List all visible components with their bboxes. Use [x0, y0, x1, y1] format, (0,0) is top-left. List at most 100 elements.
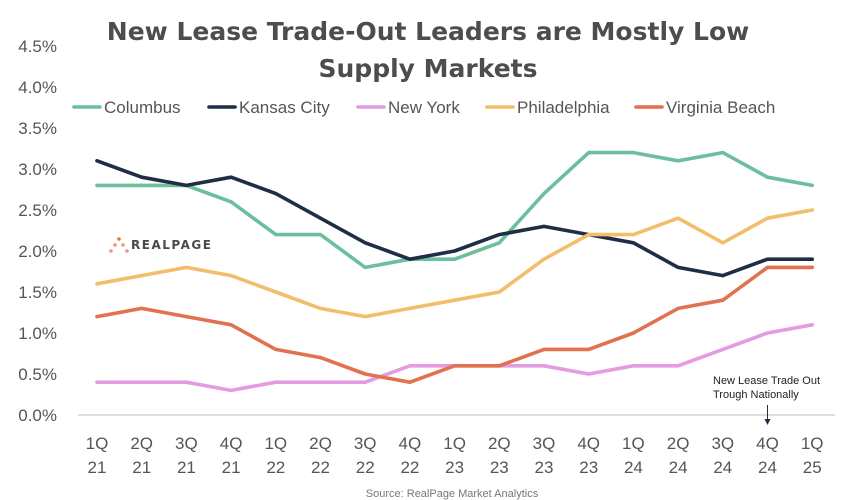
data-point-philadelphia	[318, 306, 323, 310]
x-tick-label-year: 22	[266, 458, 285, 477]
data-point-philadelphia	[408, 306, 412, 310]
x-tick-label-quarter: 4Q	[577, 434, 600, 453]
data-point-kansas-city	[140, 175, 144, 179]
annotation-text: New Lease Trade Out	[713, 375, 820, 387]
data-point-new-york	[229, 388, 233, 392]
chart-title: New Lease Trade-Out Leaders are Mostly L…	[107, 17, 749, 83]
data-point-columbus	[363, 265, 367, 269]
x-tick-label-year: 24	[669, 458, 688, 477]
y-tick-label: 1.0%	[18, 324, 57, 343]
x-tick-label-year: 22	[356, 458, 375, 477]
data-point-columbus	[95, 183, 99, 187]
data-point-new-york	[587, 372, 591, 376]
y-tick-label: 3.0%	[18, 160, 57, 179]
legend-label: Columbus	[104, 98, 181, 117]
data-point-columbus	[631, 151, 636, 155]
data-point-virginia-beach	[542, 347, 546, 351]
x-tick-label-year: 24	[713, 458, 732, 477]
y-tick-label: 1.5%	[18, 283, 57, 302]
x-tick-label-year: 21	[88, 458, 107, 477]
y-tick-label: 3.5%	[18, 119, 57, 138]
x-tick-label-quarter: 3Q	[354, 434, 377, 453]
data-point-new-york	[140, 380, 144, 384]
data-point-philadelphia	[140, 274, 144, 278]
x-tick-label-year: 21	[222, 458, 241, 477]
y-tick-label: 4.5%	[18, 37, 57, 56]
x-tick-label-quarter: 1Q	[264, 434, 287, 453]
data-point-kansas-city	[184, 183, 188, 187]
logo-dot	[109, 249, 113, 253]
data-point-columbus	[229, 200, 233, 204]
data-point-philadelphia	[676, 216, 680, 220]
data-point-virginia-beach	[721, 298, 725, 302]
data-point-kansas-city	[453, 249, 457, 253]
x-tick-label-quarter: 3Q	[175, 434, 198, 453]
y-tick-label: 4.0%	[18, 78, 57, 97]
data-point-kansas-city	[631, 241, 636, 245]
data-point-philadelphia	[363, 315, 367, 319]
data-point-virginia-beach	[676, 306, 680, 310]
data-point-new-york	[542, 364, 546, 368]
data-point-new-york	[363, 380, 367, 384]
legend-label: Kansas City	[239, 98, 330, 117]
logo-dot	[125, 249, 129, 253]
x-tick-label-quarter: 4Q	[220, 434, 243, 453]
x-tick-label-quarter: 2Q	[309, 434, 332, 453]
data-point-philadelphia	[229, 274, 233, 278]
data-point-kansas-city	[497, 233, 501, 237]
logo-dot	[121, 243, 125, 247]
x-tick-label-year: 23	[579, 458, 598, 477]
x-tick-label-quarter: 4Q	[756, 434, 779, 453]
data-point-philadelphia	[95, 282, 99, 286]
data-point-new-york	[318, 380, 323, 384]
data-point-new-york	[676, 364, 680, 368]
data-point-columbus	[453, 257, 457, 261]
legend-item-kansas-city: Kansas City	[207, 98, 330, 117]
data-point-virginia-beach	[184, 315, 188, 319]
data-point-new-york	[274, 380, 278, 384]
y-axis: 0.0% 0.5% 1.0% 1.5% 2.0% 2.5% 3.0% 3.5% 4.0% 4.5%	[18, 37, 57, 425]
data-point-columbus	[587, 151, 591, 155]
data-point-columbus	[140, 183, 144, 187]
data-point-columbus	[765, 175, 770, 179]
x-tick-label-quarter: 4Q	[399, 434, 422, 453]
trough-annotation: New Lease Trade Out Trough Nationally	[713, 375, 820, 425]
x-tick-label-quarter: 2Q	[667, 434, 690, 453]
legend-label: Virginia Beach	[666, 98, 775, 117]
y-tick-label: 0.5%	[18, 365, 57, 384]
x-tick-label-year: 21	[132, 458, 151, 477]
data-point-virginia-beach	[318, 356, 323, 360]
x-axis: 1Q 21 2Q 21 3Q 21 4Q 21 1Q 22 2Q 22 3Q 22 4Q 22 1Q 23 2Q 23…	[78, 414, 835, 477]
data-point-columbus	[542, 192, 546, 196]
data-point-kansas-city	[274, 192, 278, 196]
x-tick-label-quarter: 1Q	[801, 434, 824, 453]
data-point-kansas-city	[676, 265, 680, 269]
data-point-philadelphia	[542, 257, 546, 261]
x-tick-label-quarter: 3Q	[533, 434, 556, 453]
data-point-philadelphia	[810, 208, 814, 212]
x-tick-label-year: 24	[758, 458, 777, 477]
logo-wordmark: REALPAGE	[131, 238, 212, 252]
y-tick-label: 2.5%	[18, 201, 57, 220]
data-point-philadelphia	[765, 216, 770, 220]
data-point-virginia-beach	[363, 372, 367, 376]
legend-label: Philadelphia	[517, 98, 610, 117]
legend-label: New York	[388, 98, 460, 117]
data-point-virginia-beach	[497, 364, 501, 368]
data-point-virginia-beach	[453, 364, 457, 368]
y-tick-label: 0.0%	[18, 406, 57, 425]
data-point-philadelphia	[587, 233, 591, 237]
annotation-arrow-head	[764, 419, 771, 425]
data-point-kansas-city	[408, 257, 412, 261]
data-point-virginia-beach	[408, 380, 412, 384]
x-tick-label-year: 22	[400, 458, 419, 477]
x-tick-label-quarter: 1Q	[86, 434, 109, 453]
y-tick-label: 2.0%	[18, 242, 57, 261]
data-point-columbus	[318, 233, 323, 237]
data-point-new-york	[408, 364, 412, 368]
data-point-new-york	[95, 380, 99, 384]
data-point-virginia-beach	[229, 323, 233, 327]
data-point-kansas-city	[810, 257, 814, 261]
data-point-kansas-city	[318, 216, 323, 220]
data-point-philadelphia	[274, 290, 278, 294]
